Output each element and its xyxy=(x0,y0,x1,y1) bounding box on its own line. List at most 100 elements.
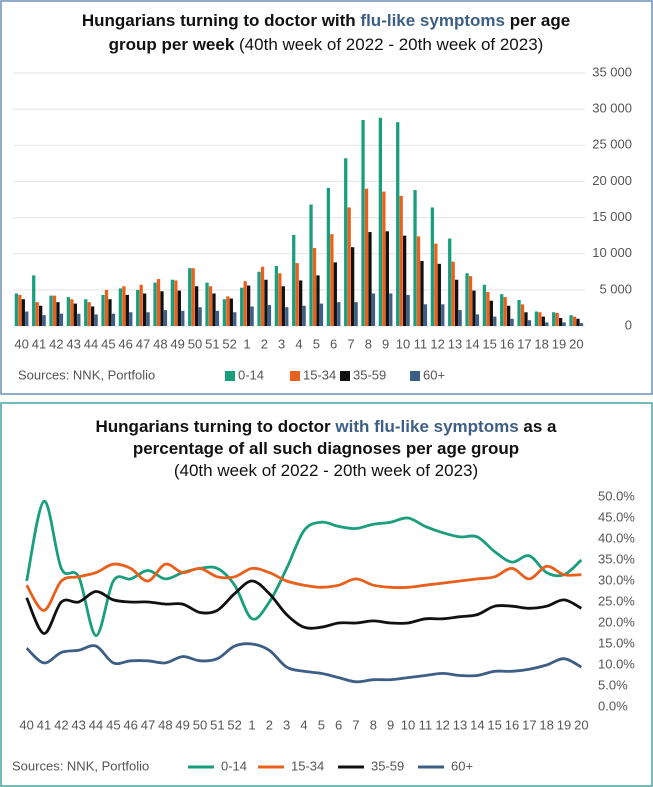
bar xyxy=(170,279,175,326)
y-tick-label: 35 000 xyxy=(592,64,632,79)
bar xyxy=(91,306,95,326)
x-tick-label: 44 xyxy=(84,336,98,351)
title-part: (40th week of 2022 - 20th week of 2023) xyxy=(174,461,478,480)
bar xyxy=(371,293,376,326)
source: Sources: NNK, Portfolio xyxy=(12,758,149,773)
bar xyxy=(316,275,320,326)
legend-swatch xyxy=(290,371,300,381)
x-tick-label: 12 xyxy=(435,717,449,732)
bar xyxy=(368,232,372,326)
x-tick-label: 48 xyxy=(153,336,167,351)
bar xyxy=(66,297,71,326)
bar xyxy=(247,285,251,326)
bar xyxy=(507,305,511,326)
x-tick-label: 43 xyxy=(71,717,85,732)
x-tick-label: 3 xyxy=(283,717,290,732)
bar xyxy=(472,290,476,326)
x-tick-label: 6 xyxy=(335,717,342,732)
bar xyxy=(59,313,64,326)
bar xyxy=(295,263,299,326)
x-tick-label: 6 xyxy=(330,336,337,351)
bar xyxy=(215,310,220,326)
bar xyxy=(579,323,584,326)
x-tick-label: 43 xyxy=(66,336,80,351)
bar xyxy=(378,117,383,327)
bar xyxy=(56,302,60,326)
x-tick-label: 46 xyxy=(118,336,132,351)
title-part: (40th week of 2022 - 20th week of 2023) xyxy=(234,35,543,54)
x-tick-label: 13 xyxy=(448,336,462,351)
x-tick-label: 3 xyxy=(278,336,285,351)
bar xyxy=(42,315,46,326)
bar xyxy=(233,312,237,326)
bar xyxy=(354,302,358,326)
bar xyxy=(285,307,289,326)
bar xyxy=(156,279,161,326)
y-tick-label: 5.0% xyxy=(598,677,628,692)
bar xyxy=(489,300,493,326)
bar xyxy=(278,273,282,326)
bar xyxy=(52,295,57,326)
legend-label: 60+ xyxy=(423,367,445,382)
legend-label: 60+ xyxy=(451,758,473,773)
bar xyxy=(274,266,279,326)
bar xyxy=(299,280,303,326)
x-tick-label: 4 xyxy=(300,717,307,732)
bar xyxy=(399,195,403,326)
y-tick-label: 45.0% xyxy=(598,509,635,524)
legend-label: 15-34 xyxy=(303,367,336,382)
y-tick-label: 0 xyxy=(625,317,632,332)
bar xyxy=(493,316,497,326)
bar xyxy=(351,247,355,326)
x-tick-label: 46 xyxy=(123,717,137,732)
panel-border xyxy=(0,402,653,787)
legend-swatch xyxy=(410,371,420,381)
x-tick-label: 11 xyxy=(419,717,433,732)
x-tick-label: 15 xyxy=(487,717,501,732)
bar xyxy=(21,299,25,326)
bar xyxy=(191,268,195,326)
bar xyxy=(25,311,29,326)
bar xyxy=(222,299,227,326)
x-tick-label: 51 xyxy=(205,336,219,351)
legend-label: 35-59 xyxy=(353,367,386,382)
bar xyxy=(552,312,556,326)
x-tick-label: 18 xyxy=(539,717,553,732)
x-tick-label: 8 xyxy=(365,336,372,351)
bar xyxy=(122,286,126,326)
bar xyxy=(326,187,331,326)
x-tick-label: 16 xyxy=(505,717,519,732)
line xyxy=(25,642,583,684)
bar xyxy=(257,271,261,326)
x-tick-label: 20 xyxy=(574,717,588,732)
legend-label: 15-34 xyxy=(291,758,324,773)
bar xyxy=(267,305,272,326)
x-tick-label: 9 xyxy=(387,717,394,732)
bar xyxy=(510,318,514,326)
x-tick-label: 13 xyxy=(453,717,467,732)
title-part: as a xyxy=(519,417,557,436)
bar xyxy=(32,275,36,326)
bar xyxy=(441,304,445,326)
bar xyxy=(337,302,341,326)
bar xyxy=(136,289,140,326)
bar xyxy=(465,273,469,326)
title-part: per age xyxy=(505,11,570,30)
bar xyxy=(264,279,268,326)
x-tick-label: 2 xyxy=(266,717,273,732)
bar xyxy=(527,320,532,326)
bar xyxy=(330,234,334,326)
x-tick-label: 14 xyxy=(470,717,484,732)
x-tick-label: 11 xyxy=(414,336,428,351)
chart-title: percentage of all such diagnoses per age… xyxy=(133,439,519,458)
bar xyxy=(437,263,441,326)
chart-title: (40th week of 2022 - 20th week of 2023) xyxy=(174,461,478,480)
bar xyxy=(181,310,185,326)
bar xyxy=(569,315,573,326)
line xyxy=(25,499,583,638)
legend-swatch xyxy=(340,371,350,381)
y-tick-label: 30.0% xyxy=(598,572,635,587)
x-tick-label: 14 xyxy=(465,336,479,351)
bar xyxy=(49,295,53,326)
x-tick-label: 50 xyxy=(188,336,202,351)
